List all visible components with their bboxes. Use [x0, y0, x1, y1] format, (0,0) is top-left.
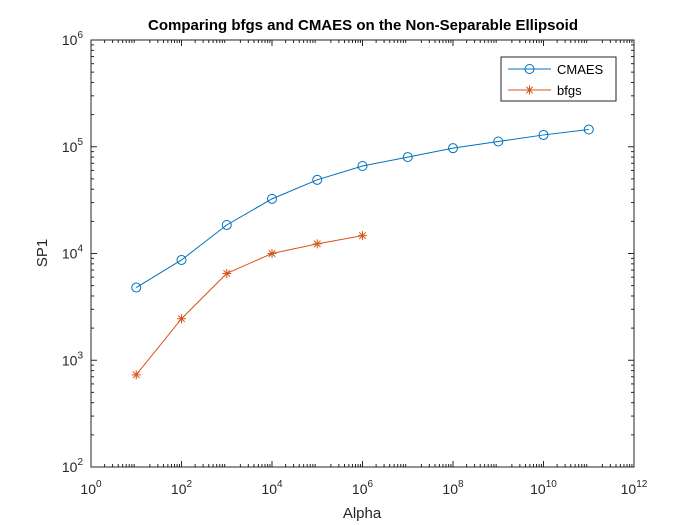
x-tick-label: 1012	[621, 479, 648, 497]
series-bfgs	[131, 231, 367, 380]
data-point-cmaes	[583, 124, 594, 135]
y-tick-label: 102	[62, 457, 84, 475]
y-tick-label: 105	[62, 137, 84, 155]
series-line-bfgs	[135, 235, 363, 376]
series-layer	[131, 124, 594, 380]
data-point-cmaes	[221, 219, 232, 230]
y-tick-labels: 102 103 104 105 106	[62, 30, 84, 475]
data-point-bfgs	[131, 370, 141, 380]
data-point-cmaes	[312, 174, 323, 185]
legend-box	[500, 56, 617, 102]
x-tick-label: 102	[171, 479, 193, 497]
data-point-bfgs	[267, 249, 277, 258]
data-point-bfgs	[358, 231, 367, 241]
plot-box	[90, 39, 635, 468]
series-line-cmaes	[135, 129, 589, 288]
data-point-cmaes	[267, 193, 277, 204]
data-point-cmaes	[448, 143, 458, 154]
y-tick-label: 104	[62, 244, 84, 262]
plot-area	[91, 40, 634, 467]
data-point-cmaes	[131, 282, 142, 293]
legend-marker	[524, 64, 535, 74]
x-tick-label: 100	[80, 479, 102, 497]
legend-label: bfgs	[557, 83, 582, 98]
data-point-bfgs	[312, 239, 322, 249]
data-point-bfgs	[222, 268, 232, 278]
x-tick-labels: 100 102 104 106 108 1010 1012	[80, 479, 647, 497]
x-tick-label: 104	[261, 479, 283, 497]
data-point-cmaes	[176, 254, 187, 265]
chart-title: Comparing bfgs and CMAES on the Non-Sepa…	[148, 17, 578, 34]
data-point-cmaes	[538, 129, 549, 140]
y-tick-label: 106	[62, 30, 84, 48]
x-tick-label: 1010	[530, 479, 557, 497]
y-axis-title: SP1	[34, 239, 51, 267]
legend-item-bfgs: bfgs	[508, 83, 582, 98]
y-tick-label: 103	[62, 350, 84, 368]
data-point-cmaes	[493, 136, 504, 147]
x-tick-label: 106	[352, 479, 374, 497]
legend-label: CMAES	[557, 62, 604, 77]
x-tick-label: 108	[442, 479, 464, 497]
series-cmaes	[131, 124, 594, 293]
data-point-bfgs	[177, 314, 186, 324]
data-point-cmaes	[402, 152, 413, 163]
legend: CMAES bfgs	[500, 56, 617, 102]
x-axis-title: Alpha	[343, 505, 382, 522]
legend-item-cmaes: CMAES	[508, 62, 604, 77]
data-point-cmaes	[357, 161, 368, 172]
legend-marker	[525, 85, 534, 95]
